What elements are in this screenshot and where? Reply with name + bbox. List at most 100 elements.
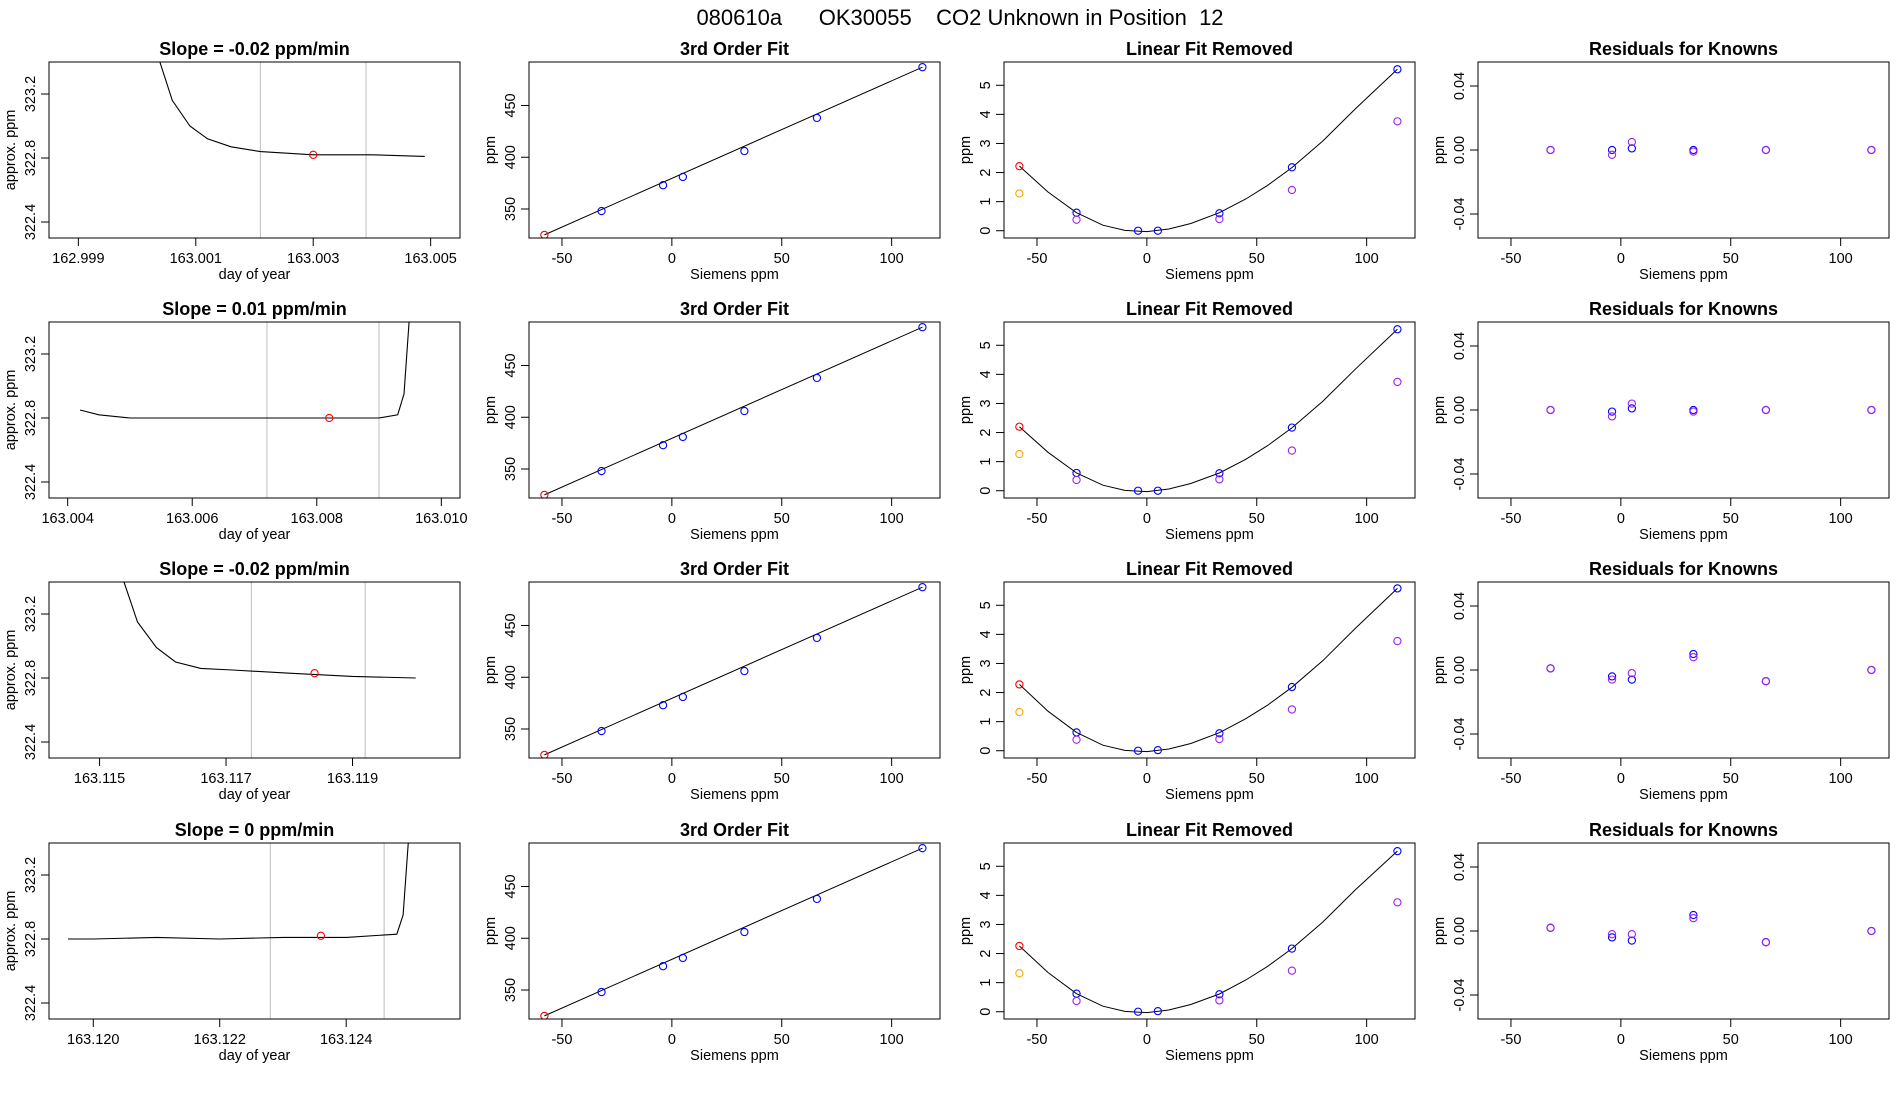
x-tick-label: -50 <box>1026 1032 1047 1048</box>
y-tick-label: 0 <box>978 1008 994 1016</box>
data-point <box>918 63 927 72</box>
plot-area <box>1015 65 1402 235</box>
data-point <box>1689 653 1698 662</box>
plot-area <box>68 843 409 1019</box>
x-tick-label: 100 <box>1355 1032 1379 1048</box>
x-tick-label: 163.124 <box>320 1032 372 1048</box>
y-tick-label: 450 <box>503 613 519 637</box>
data-point <box>1627 399 1637 408</box>
plot-frame <box>1477 842 1890 1020</box>
plot-area <box>540 844 927 1019</box>
x-tick-label: 163.010 <box>415 511 467 527</box>
panel-r3-trace: Slope = -0.02 ppm/min 163.115 163.117 163.1… <box>3 559 461 803</box>
plot-area <box>1546 399 1876 421</box>
x-tick-label: -50 <box>551 1032 572 1048</box>
x-tick-label: 50 <box>1723 511 1739 527</box>
y-axis-label: approx. ppm <box>3 891 19 972</box>
x-tick-label: 50 <box>1723 771 1739 787</box>
y-tick-label: 0.04 <box>1452 332 1468 360</box>
y-tick-label: 450 <box>503 93 519 117</box>
x-tick-label: 0 <box>668 251 676 267</box>
panel-r4-linear: Linear Fit Removed -50 0 50 100 0 1 2 3 4 5 Siemens… <box>958 820 1416 1064</box>
x-tick-label: 50 <box>1723 1032 1739 1048</box>
average-marker <box>316 931 326 940</box>
y-axis-label: ppm <box>1432 136 1448 164</box>
x-tick-label: 100 <box>1355 511 1379 527</box>
x-tick-label: 50 <box>774 511 790 527</box>
y-tick-label: 323.2 <box>23 76 39 112</box>
x-tick-label: 163.120 <box>67 1032 119 1048</box>
data-point <box>1015 189 1024 198</box>
x-tick-label: 100 <box>880 251 904 267</box>
x-axis-label: Siemens ppm <box>1639 787 1728 803</box>
data-point <box>1627 404 1637 413</box>
data-point <box>1287 185 1297 195</box>
data-point <box>678 172 688 182</box>
data-point <box>1607 672 1617 681</box>
x-tick-label: 163.003 <box>287 251 339 267</box>
x-tick-label: 0 <box>1143 251 1151 267</box>
data-point <box>658 962 668 971</box>
x-tick-label: 163.115 <box>74 771 125 787</box>
y-tick-label: 4 <box>978 370 994 378</box>
y-tick-label: 3 <box>978 659 994 667</box>
x-tick-label: 163.001 <box>170 251 222 267</box>
average-marker <box>310 669 319 678</box>
panel-title: Residuals for Knowns <box>1589 39 1778 59</box>
data-point <box>1546 664 1555 673</box>
y-axis-label: ppm <box>483 917 499 945</box>
average-marker <box>325 413 334 423</box>
x-axis-label: Siemens ppm <box>1165 787 1254 803</box>
data-point <box>918 583 927 592</box>
plot-frame <box>528 321 941 499</box>
x-tick-label: 0 <box>668 511 676 527</box>
data-point <box>812 894 822 904</box>
data-point <box>1867 665 1876 675</box>
x-axis-label: Siemens ppm <box>1165 267 1254 283</box>
x-tick-label: 100 <box>880 771 904 787</box>
data-point <box>678 692 688 702</box>
x-tick-label: 163.005 <box>404 251 456 267</box>
panel-title: 3rd Order Fit <box>680 299 789 319</box>
data-point <box>1015 422 1024 431</box>
plot-area <box>1015 584 1402 755</box>
y-axis-label: ppm <box>1432 396 1448 424</box>
panel-title: Linear Fit Removed <box>1126 299 1293 319</box>
y-tick-label: 322.8 <box>23 921 39 957</box>
data-point <box>1072 215 1081 224</box>
panel-title: Residuals for Knowns <box>1589 559 1778 579</box>
x-tick-label: 100 <box>1829 251 1853 267</box>
y-axis-label: approx. ppm <box>3 110 19 191</box>
data-point <box>1153 486 1163 495</box>
data-point <box>1287 944 1297 953</box>
data-point <box>1215 996 1224 1005</box>
data-point <box>658 441 668 450</box>
x-tick-label: 50 <box>774 251 790 267</box>
fit-line <box>544 66 923 236</box>
y-tick-label: 4 <box>978 110 994 118</box>
y-tick-label: 5 <box>978 81 994 89</box>
data-point <box>1287 705 1297 714</box>
y-tick-label: 0.04 <box>1452 72 1468 100</box>
y-tick-label: 1 <box>978 458 994 466</box>
y-axis-label: ppm <box>483 136 499 164</box>
plot-frame <box>1003 581 1416 759</box>
y-tick-label: 2 <box>978 950 994 958</box>
panel-title: Slope = -0.02 ppm/min <box>159 39 350 59</box>
data-point <box>1393 377 1402 387</box>
panel-r2-trace: Slope = 0.01 ppm/min 163.004 163.006 163.00… <box>3 299 468 543</box>
data-point <box>1867 405 1876 415</box>
y-tick-label: 0.00 <box>1452 917 1468 945</box>
y-tick-label: -0.04 <box>1452 197 1468 230</box>
plot-frame <box>528 581 941 759</box>
x-tick-label: 163.004 <box>41 511 93 527</box>
plot-area <box>540 63 927 238</box>
panel-r1-fit: 3rd Order Fit -50 0 50 100 350 400 450 Siemens p… <box>483 39 941 283</box>
plot-area <box>540 323 927 498</box>
x-tick-label: 50 <box>774 771 790 787</box>
y-tick-label: 0 <box>978 747 994 755</box>
data-point <box>1287 423 1297 432</box>
plot-area <box>1546 649 1876 686</box>
